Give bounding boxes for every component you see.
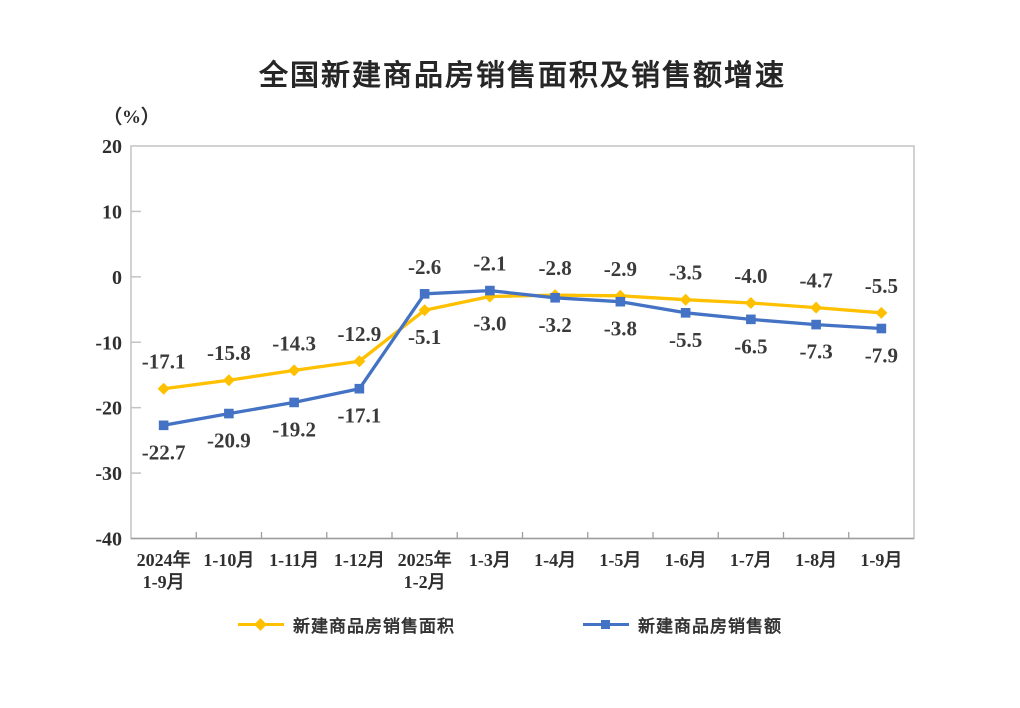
y-axis-tick-label: -10 xyxy=(95,332,122,354)
chart-title: 全国新建商品房销售面积及销售额增速 xyxy=(258,60,786,92)
x-axis: 2024年 1-9月 1-10月 1-11月 1-12月 2025年 1-2月 1-3月 1-4… xyxy=(137,532,902,592)
diamond-data-point-marker xyxy=(418,304,431,317)
square-marker-icon xyxy=(601,620,610,629)
x-axis-category-label: 1-4月 xyxy=(534,550,576,570)
y-axis-unit-label: （%） xyxy=(103,107,161,128)
data-label: -4.0 xyxy=(734,264,767,288)
data-label: -6.5 xyxy=(734,334,767,358)
y-axis-tick-label: 20 xyxy=(102,136,122,158)
data-label: -17.1 xyxy=(338,404,382,428)
data-label: -14.3 xyxy=(272,331,316,355)
legend-label-sales-amount: 新建商品房销售额 xyxy=(638,617,782,636)
data-label: -20.9 xyxy=(207,429,251,453)
data-label: -5.5 xyxy=(669,328,702,352)
square-data-point-marker xyxy=(419,289,430,299)
square-data-point-marker xyxy=(746,314,756,325)
y-axis-tick-label: -30 xyxy=(95,463,122,485)
legend-marker-amount-icon xyxy=(583,618,629,631)
data-label: -12.9 xyxy=(338,322,382,346)
series-sales-area: -17.1 -15.8 -14.3 -12.9 -5.1 -3.0 -2.8 -2.9 -3.5… xyxy=(142,256,898,395)
data-label: -15.8 xyxy=(207,341,251,365)
y-axis-tick-label: 10 xyxy=(102,201,122,223)
data-label: -3.5 xyxy=(669,261,702,285)
square-data-point-marker xyxy=(158,420,169,431)
data-label: -4.7 xyxy=(800,269,833,293)
x-axis-category-label: 2025年 1-2月 xyxy=(398,549,452,592)
square-data-point-marker xyxy=(289,397,299,408)
square-data-point-marker xyxy=(485,285,495,296)
data-label: -3.8 xyxy=(604,317,637,341)
square-data-point-marker xyxy=(615,296,626,307)
x-axis-category-label: 1-9月 xyxy=(860,550,902,570)
data-label: -3.0 xyxy=(473,311,506,335)
data-label: -19.2 xyxy=(272,417,316,441)
series-sales-amount: -22.7 -20.9 -19.2 -17.1 -2.6 -2.1 -3.2 -3.8 -5.5… xyxy=(142,252,898,465)
data-label: -7.3 xyxy=(800,340,833,364)
square-data-point-marker xyxy=(354,383,365,394)
diamond-data-point-marker xyxy=(288,364,301,377)
data-label: -7.9 xyxy=(865,344,898,368)
x-axis-category-label: 1-12月 xyxy=(334,550,385,570)
legend-label-sales-area: 新建商品房销售面积 xyxy=(293,617,455,636)
y-axis-tick-label: 0 xyxy=(112,267,122,289)
y-axis: 20 10 0 -10 -20 -30 -40 xyxy=(95,136,141,551)
square-data-point-marker xyxy=(811,319,821,330)
data-label: -2.6 xyxy=(408,255,441,279)
x-axis-category-label: 1-11月 xyxy=(269,550,319,570)
y-axis-tick-label: -40 xyxy=(95,529,122,551)
diamond-marker-icon xyxy=(254,618,267,631)
series-sales-amount-line xyxy=(161,288,884,427)
square-data-point-marker xyxy=(224,408,234,419)
square-data-point-marker xyxy=(550,292,560,303)
data-label: -3.2 xyxy=(539,313,572,337)
data-label: -2.9 xyxy=(604,257,637,281)
chart-legend: 新建商品房销售面积 新建商品房销售额 xyxy=(0,612,1020,637)
data-label: -5.5 xyxy=(865,274,898,298)
diamond-data-point-marker xyxy=(810,301,823,314)
data-label: -2.8 xyxy=(539,256,572,280)
diamond-data-point-marker xyxy=(679,293,692,306)
x-axis-category-label: 1-5月 xyxy=(599,550,641,570)
y-axis-tick-label: -20 xyxy=(95,398,122,420)
legend-item-sales-amount: 新建商品房销售额 xyxy=(583,612,782,637)
x-axis-category-label: 1-7月 xyxy=(730,550,772,570)
square-data-point-marker xyxy=(876,323,887,334)
data-label: -5.1 xyxy=(408,325,441,349)
diamond-data-point-marker xyxy=(157,382,170,395)
legend-item-sales-area: 新建商品房销售面积 xyxy=(238,612,455,637)
diamond-data-point-marker xyxy=(222,374,235,387)
data-label: -2.1 xyxy=(473,252,506,276)
x-axis-category-label: 1-6月 xyxy=(665,550,707,570)
x-axis-category-label: 1-8月 xyxy=(795,550,837,570)
square-data-point-marker xyxy=(680,308,691,318)
x-axis-category-label: 1-10月 xyxy=(203,550,254,570)
data-label: -17.1 xyxy=(142,350,186,374)
x-axis-category-label: 1-3月 xyxy=(469,550,511,570)
diamond-data-point-marker xyxy=(353,355,366,368)
diamond-data-point-marker xyxy=(744,297,757,309)
x-axis-category-label: 2024年 1-9月 xyxy=(137,549,191,592)
diamond-data-point-marker xyxy=(875,306,888,319)
legend-marker-area-icon xyxy=(238,618,284,631)
data-label: -22.7 xyxy=(142,440,186,464)
